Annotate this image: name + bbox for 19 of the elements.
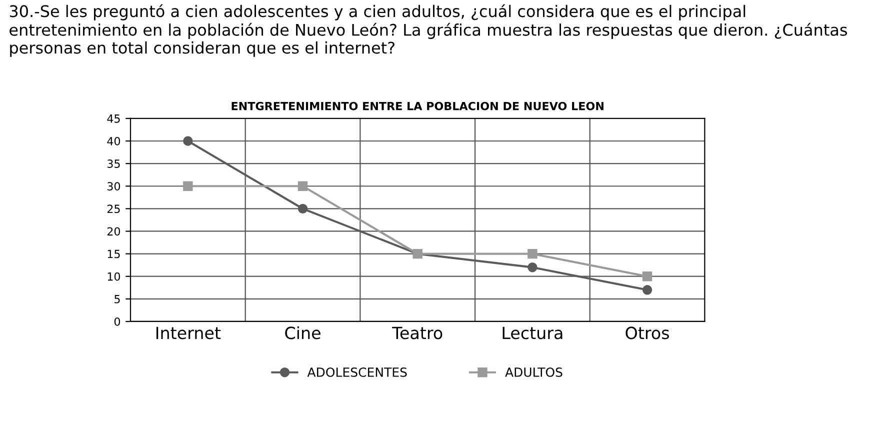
y-tick-label: 10 [108, 272, 120, 281]
legend-label: ADOLESCENTES [307, 367, 407, 377]
y-tick-label: 30 [107, 182, 120, 190]
y-tick-label: 0 [114, 317, 120, 326]
x-tick-label: Otros [626, 326, 669, 340]
y-tick-label: 20 [107, 227, 120, 236]
y-tick-label: 40 [107, 136, 120, 146]
text: 30.-Se les preguntó a cien adolescentes y a cien adultos, ¿cuál considera que es el principal entretenimiento en la población de Nuevo León? La gráfica muestra las respuestas que dieron. ¿Cuántas personas en total consideran que es el internet? [10, 4, 847, 57]
x-tick-label: Teatro [392, 326, 442, 340]
y-tick-label: 45 [107, 114, 120, 123]
y-tick-label: 5 [114, 295, 120, 304]
y-tick-label: 25 [107, 204, 120, 214]
x-tick-label: Cine [285, 326, 320, 340]
x-tick-label: Internet [156, 326, 221, 340]
x-tick-label: Lectura [502, 326, 562, 340]
legend-label: ADULTOS [505, 367, 562, 377]
y-tick-label: 15 [108, 250, 120, 258]
y-tick-label: 35 [107, 160, 120, 168]
chart-title: ENTGRETENIMIENTO ENTRE LA POBLACION DE NUEVO LEON [232, 102, 604, 110]
